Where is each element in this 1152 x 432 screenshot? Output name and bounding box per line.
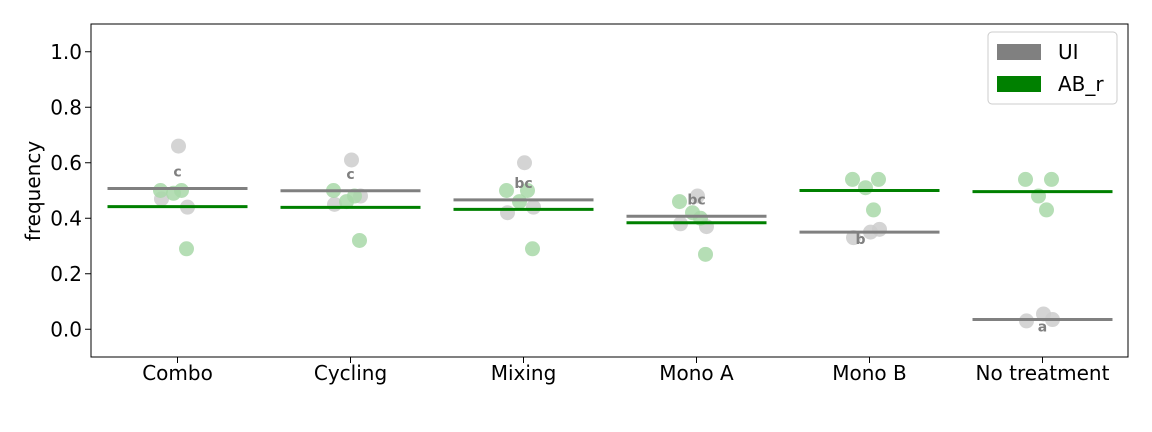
y-tick-label: 0.0 [50,317,82,341]
significance-label-cycling: c [346,167,354,183]
point-ui-mixing [500,205,515,221]
significance-label-mixing: bc [514,176,532,192]
point-ab-r-cycling [352,232,367,248]
y-tick-label: 0.4 [50,206,82,230]
y-tick-label: 0.8 [50,95,82,119]
point-ab-r-mono-a [698,246,713,262]
x-tick-label-cycling: Cycling [314,361,387,385]
y-tick-label: 0.2 [50,262,82,286]
point-ab-r-combo [179,241,194,257]
point-ab-r-mono-b [866,202,881,218]
legend-label-ui: UI [1058,40,1079,64]
point-ab-r-no-treatment [1039,202,1054,218]
legend-swatch-ui [997,44,1041,60]
point-ab-r-mixing [520,183,535,198]
legend-swatch-ab-r [997,76,1041,92]
x-tick-label-mixing: Mixing [491,361,557,385]
y-tick-label: 1.0 [50,40,82,64]
legend: UI AB_r [987,31,1118,105]
significance-label-combo: c [173,165,181,181]
plot-area [90,23,1129,358]
y-ticks: 0.0 0.2 0.4 0.6 0.8 1.0 [50,40,91,341]
point-ab-r-combo [153,183,168,198]
point-ui-combo [171,138,186,154]
point-ab-r-mono-b [845,171,860,187]
point-ab-r-cycling [347,188,362,204]
point-ab-r-mono-b [858,180,873,196]
x-ticks: Combo Cycling Mixing Mono A Mono B No treatme… [142,357,1110,385]
point-ui-mixing [517,155,532,171]
y-tick-label: 0.6 [50,151,82,175]
point-ui-cycling [344,152,359,168]
significance-label-no-treatment: a [1038,320,1047,336]
point-ab-r-mixing [499,183,514,198]
point-ab-r-no-treatment [1018,171,1033,187]
x-tick-label-no-treatment: No treatment [976,361,1110,385]
point-ui-mono-b [872,221,887,237]
point-ab-r-mono-a [672,194,687,210]
significance-labels: c c bc bc b a [173,165,1047,336]
point-ui-mono-b [846,230,861,246]
point-ui-mixing [526,199,541,215]
means-layer [107,187,1113,322]
x-tick-label-mono-a: Mono A [659,361,734,385]
x-tick-label-mono-b: Mono B [832,361,906,385]
point-ab-r-no-treatment [1044,171,1059,187]
point-ab-r-mono-b [871,171,886,187]
y-axis-label: frequency [21,141,45,241]
point-ui-mono-a [690,188,705,204]
point-ab-r-combo [174,183,189,198]
legend-label-ab-r: AB_r [1058,72,1104,96]
significance-label-mono-b: b [855,232,865,248]
x-tick-label-combo: Combo [142,361,213,385]
point-ab-r-mixing [512,194,527,210]
point-ab-r-mixing [525,241,540,257]
significance-label-mono-a: bc [687,192,705,208]
